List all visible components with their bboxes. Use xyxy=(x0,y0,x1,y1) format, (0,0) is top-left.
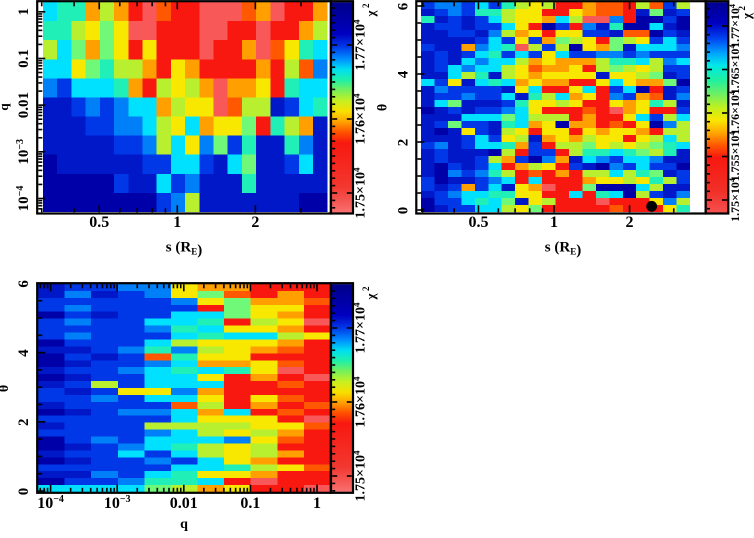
svg-text:1.76×104: 1.76×104 xyxy=(728,91,742,135)
svg-text:θ: θ xyxy=(0,385,12,392)
svg-text:1.77×104: 1.77×104 xyxy=(352,302,369,353)
svg-text:1: 1 xyxy=(16,8,32,16)
svg-text:1: 1 xyxy=(173,214,181,231)
svg-text:6: 6 xyxy=(396,2,412,10)
svg-text:0.1: 0.1 xyxy=(240,495,260,512)
svg-text:0.5: 0.5 xyxy=(89,214,109,231)
svg-text:1.76×104: 1.76×104 xyxy=(352,93,369,144)
svg-text:0.1: 0.1 xyxy=(16,49,32,68)
svg-text:0: 0 xyxy=(16,488,32,496)
svg-text:2: 2 xyxy=(396,139,412,147)
svg-text:q: q xyxy=(180,517,188,532)
svg-text:6: 6 xyxy=(16,280,32,288)
svg-text:1: 1 xyxy=(313,495,321,512)
svg-text:1.77×104: 1.77×104 xyxy=(352,19,369,70)
svg-text:0.01: 0.01 xyxy=(16,92,32,118)
svg-text:1.75×104: 1.75×104 xyxy=(352,450,369,501)
svg-text:0: 0 xyxy=(396,207,412,215)
svg-text:1.75×104: 1.75×104 xyxy=(728,178,742,222)
svg-text:4: 4 xyxy=(396,70,412,78)
svg-text:0.5: 0.5 xyxy=(468,214,488,231)
svg-text:2: 2 xyxy=(16,419,32,427)
svg-text:1.76×104: 1.76×104 xyxy=(352,376,369,427)
svg-text:4: 4 xyxy=(16,349,32,357)
svg-text:2: 2 xyxy=(251,214,259,231)
svg-text:1.77×104: 1.77×104 xyxy=(728,4,742,48)
svg-text:0.01: 0.01 xyxy=(170,495,198,512)
svg-text:q: q xyxy=(0,103,11,111)
svg-text:1.75×104: 1.75×104 xyxy=(352,167,369,218)
svg-text:1: 1 xyxy=(550,214,558,231)
svg-text:1.755×104: 1.755×104 xyxy=(728,132,742,182)
svg-text:1.765×104: 1.765×104 xyxy=(728,45,742,95)
svg-text:θ: θ xyxy=(376,104,391,111)
svg-text:2: 2 xyxy=(626,214,634,231)
